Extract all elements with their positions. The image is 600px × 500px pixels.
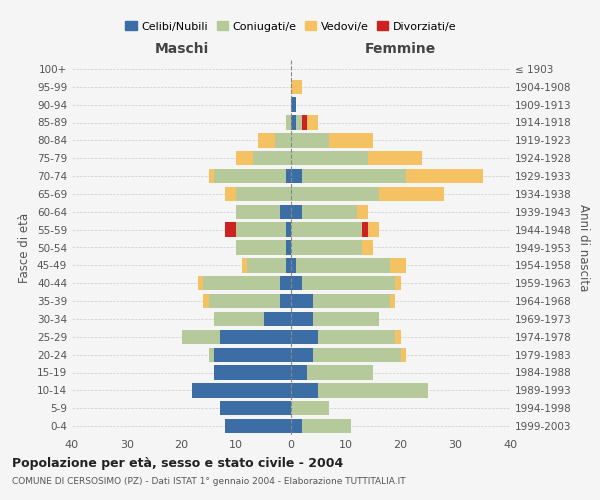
Bar: [236, 187, 291, 201]
Bar: [291, 312, 313, 326]
Bar: [291, 258, 296, 272]
Bar: [214, 169, 286, 183]
Bar: [313, 348, 401, 362]
Bar: [291, 80, 302, 94]
Bar: [291, 366, 307, 380]
Bar: [275, 133, 291, 148]
Text: Femmine: Femmine: [365, 42, 436, 56]
Bar: [193, 383, 291, 398]
Bar: [286, 116, 291, 130]
Bar: [291, 276, 302, 290]
Bar: [313, 312, 379, 326]
Bar: [286, 169, 291, 183]
Bar: [389, 294, 395, 308]
Bar: [226, 419, 291, 433]
Bar: [362, 222, 368, 237]
Y-axis label: Fasce di età: Fasce di età: [19, 212, 31, 282]
Bar: [362, 240, 373, 254]
Bar: [302, 204, 356, 219]
Bar: [296, 258, 389, 272]
Bar: [209, 348, 214, 362]
Bar: [302, 276, 395, 290]
Bar: [236, 204, 280, 219]
Bar: [291, 133, 329, 148]
Bar: [291, 169, 302, 183]
Bar: [302, 419, 351, 433]
Bar: [236, 222, 286, 237]
Bar: [307, 116, 319, 130]
Bar: [291, 98, 296, 112]
Bar: [214, 366, 291, 380]
Bar: [406, 169, 482, 183]
Bar: [395, 276, 401, 290]
Bar: [296, 116, 302, 130]
Bar: [280, 294, 291, 308]
Bar: [319, 330, 395, 344]
Bar: [291, 330, 319, 344]
Bar: [307, 366, 373, 380]
Bar: [203, 276, 280, 290]
Bar: [263, 312, 291, 326]
Bar: [214, 348, 291, 362]
Bar: [258, 133, 275, 148]
Bar: [291, 116, 296, 130]
Bar: [302, 116, 307, 130]
Bar: [302, 169, 406, 183]
Bar: [286, 240, 291, 254]
Bar: [291, 204, 302, 219]
Bar: [291, 348, 313, 362]
Bar: [291, 240, 362, 254]
Bar: [401, 348, 406, 362]
Bar: [329, 133, 373, 148]
Bar: [209, 294, 280, 308]
Bar: [291, 151, 368, 166]
Bar: [209, 169, 214, 183]
Bar: [203, 294, 209, 308]
Bar: [291, 383, 319, 398]
Bar: [253, 151, 291, 166]
Bar: [291, 419, 302, 433]
Bar: [286, 222, 291, 237]
Bar: [220, 401, 291, 415]
Bar: [368, 222, 379, 237]
Bar: [220, 330, 291, 344]
Bar: [313, 294, 389, 308]
Bar: [395, 330, 401, 344]
Bar: [389, 258, 406, 272]
Bar: [286, 258, 291, 272]
Bar: [242, 258, 247, 272]
Bar: [280, 276, 291, 290]
Text: Popolazione per età, sesso e stato civile - 2004: Popolazione per età, sesso e stato civil…: [12, 458, 343, 470]
Bar: [368, 151, 422, 166]
Text: COMUNE DI CERSOSIMO (PZ) - Dati ISTAT 1° gennaio 2004 - Elaborazione TUTTITALIA.: COMUNE DI CERSOSIMO (PZ) - Dati ISTAT 1°…: [12, 478, 406, 486]
Bar: [291, 222, 362, 237]
Bar: [247, 258, 286, 272]
Bar: [236, 240, 286, 254]
Y-axis label: Anni di nascita: Anni di nascita: [577, 204, 590, 291]
Bar: [226, 187, 236, 201]
Bar: [291, 401, 329, 415]
Legend: Celibi/Nubili, Coniugati/e, Vedovi/e, Divorziati/e: Celibi/Nubili, Coniugati/e, Vedovi/e, Di…: [121, 17, 461, 36]
Text: Maschi: Maschi: [154, 42, 209, 56]
Bar: [214, 312, 263, 326]
Bar: [291, 294, 313, 308]
Bar: [236, 151, 253, 166]
Bar: [291, 187, 379, 201]
Bar: [182, 330, 220, 344]
Bar: [280, 204, 291, 219]
Bar: [356, 204, 368, 219]
Bar: [379, 187, 444, 201]
Bar: [319, 383, 428, 398]
Bar: [198, 276, 203, 290]
Bar: [226, 222, 236, 237]
